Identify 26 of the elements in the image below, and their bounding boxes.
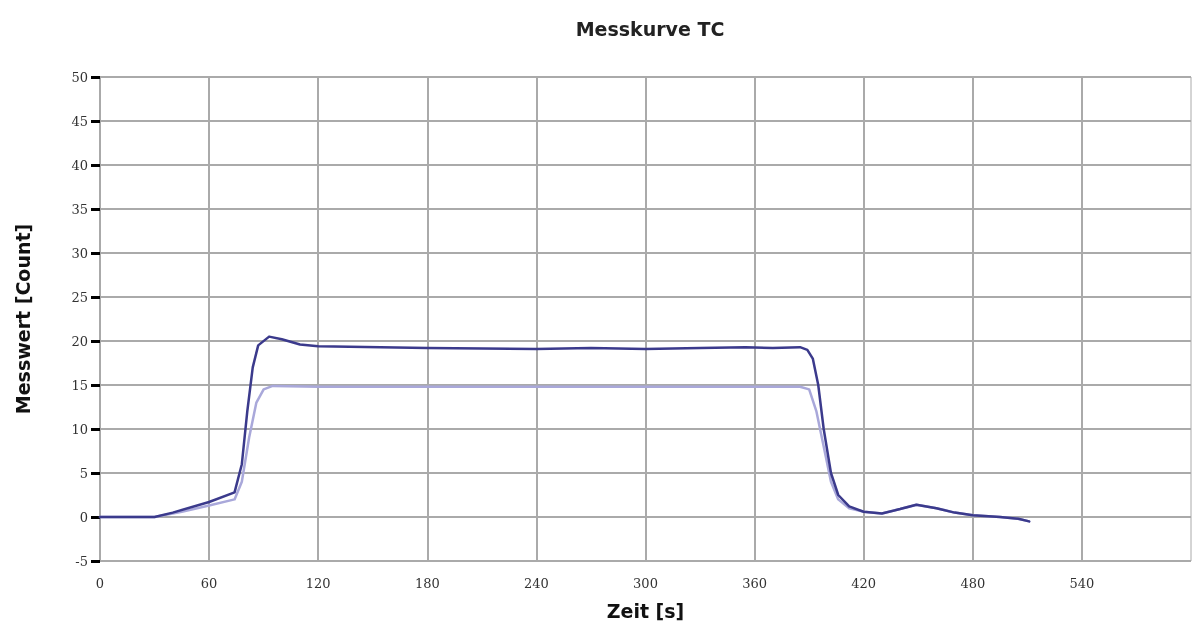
x-tick-label: 240 <box>523 576 549 591</box>
y-tick-label: -5 <box>75 553 88 569</box>
y-tick-label: 15 <box>71 377 88 393</box>
x-tick-label: 0 <box>95 576 105 591</box>
y-axis-title: Messwert [Count] <box>11 223 34 415</box>
x-tick-label: 300 <box>633 576 658 591</box>
y-tick-label: 45 <box>71 113 88 129</box>
y-tick-label: 30 <box>71 245 88 261</box>
x-tick-label: 540 <box>1069 576 1095 591</box>
y-tick-label: 25 <box>71 289 88 305</box>
y-tick-label: 0 <box>79 509 88 525</box>
y-tick-label: 20 <box>71 333 88 349</box>
x-tick-label: 120 <box>305 576 331 591</box>
x-tick-label: 480 <box>960 576 986 591</box>
x-tick-label: 360 <box>742 576 768 591</box>
y-tick-label: 10 <box>71 421 88 437</box>
x-tick-label: 420 <box>851 576 877 591</box>
x-tick-label: 180 <box>414 576 440 591</box>
y-tick-label: 35 <box>71 201 88 217</box>
y-tick-label: 50 <box>71 69 88 85</box>
y-tick-label: 5 <box>79 465 88 481</box>
y-tick-label: 40 <box>71 157 88 173</box>
x-axis-title: Zeit [s] <box>606 599 685 622</box>
chart-title: Messkurve TC <box>575 17 725 40</box>
x-tick-label: 60 <box>200 576 218 591</box>
line-series <box>98 335 1031 523</box>
